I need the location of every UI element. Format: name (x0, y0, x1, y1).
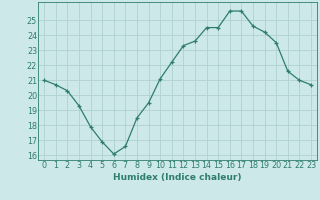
X-axis label: Humidex (Indice chaleur): Humidex (Indice chaleur) (113, 173, 242, 182)
